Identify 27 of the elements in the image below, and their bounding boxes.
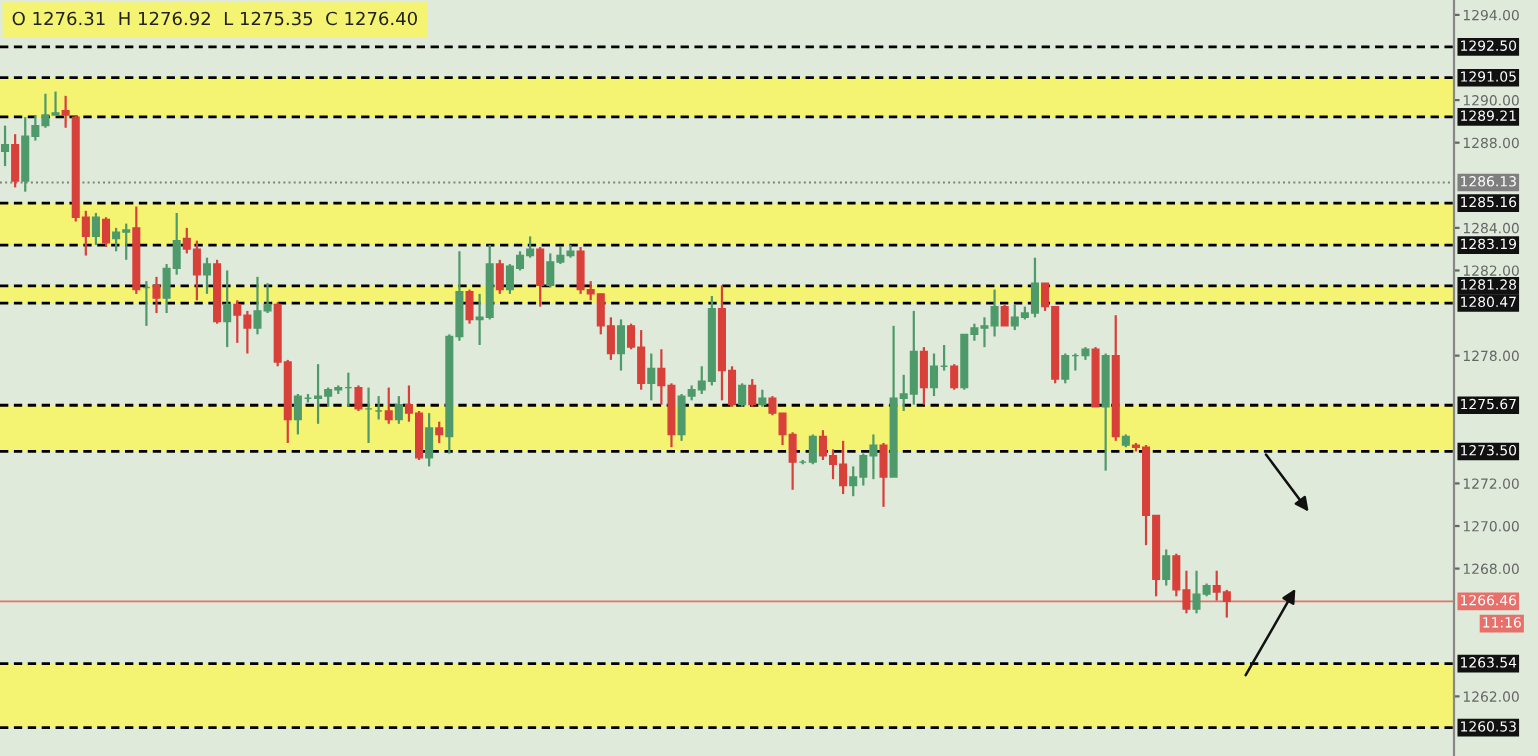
- candlestick: [61, 94, 70, 129]
- candlestick: [354, 384, 363, 413]
- candlestick: [495, 258, 504, 295]
- candlestick: [738, 382, 747, 408]
- candlestick: [425, 412, 434, 468]
- candlestick: [465, 288, 474, 325]
- candlestick: [748, 377, 757, 408]
- candlestick: [950, 363, 959, 391]
- candlestick: [879, 441, 888, 508]
- candlestick: [101, 216, 111, 249]
- candlestick: [1000, 303, 1009, 327]
- candlestick: [11, 133, 20, 189]
- candlestick: [929, 352, 939, 398]
- candlestick: [384, 386, 393, 425]
- candlestick: [1, 124, 10, 168]
- candlestick: [1162, 548, 1171, 587]
- candlestick: [647, 352, 656, 402]
- candlestick: [202, 256, 212, 295]
- candlestick: [152, 275, 161, 315]
- candlestick: [919, 346, 928, 406]
- candlestick: [435, 420, 444, 445]
- candlestick: [616, 318, 626, 372]
- candlestick: [91, 211, 100, 247]
- candlestick: [223, 269, 232, 349]
- candlestick: [536, 245, 545, 308]
- annotation: O 1276.31 H 1276.92 L 1275.35 C 1276.40: [12, 11, 417, 26]
- candlestick: [394, 394, 403, 425]
